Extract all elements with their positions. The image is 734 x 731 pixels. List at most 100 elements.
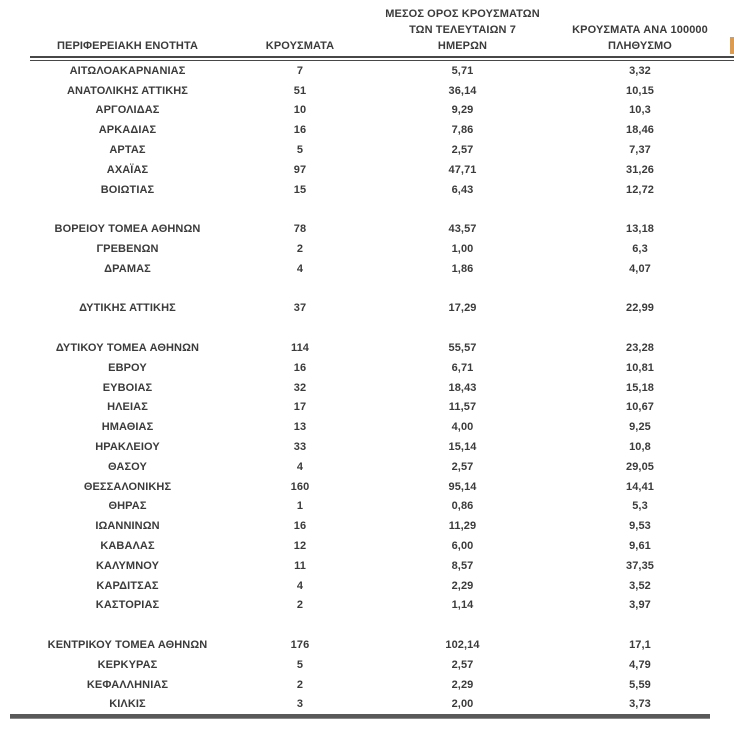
cell-region: ΚΑΡΔΙΤΣΑΣ [96, 579, 159, 592]
cell-avg7: 6,43 [451, 183, 474, 196]
cell-region: ΑΙΤΩΛΟΑΚΑΡΝΑΝΙΑΣ [69, 64, 186, 77]
table-row: ΘΕΣΣΑΛΟΝΙΚΗΣ 160 95,14 14,41 [30, 477, 734, 497]
cell-per100k: 3,97 [629, 599, 651, 612]
cell-avg7: 8,57 [451, 559, 474, 572]
table-row: ΒΟΡΕΙΟΥ ΤΟΜΕΑ ΑΘΗΝΩΝ 78 43,57 13,18 [30, 219, 734, 239]
cell-cases: 114 [290, 342, 310, 355]
cell-cases: 13 [293, 421, 307, 434]
table-row: ΑΧΑΪΑΣ 97 47,71 31,26 [30, 160, 734, 180]
table-row: ΔΥΤΙΚΟΥ ΤΟΜΕΑ ΑΘΗΝΩΝ 114 55,57 23,28 [30, 338, 734, 358]
cell-cases: 16 [293, 124, 307, 137]
table-row: ΗΜΑΘΙΑΣ 13 4,00 9,25 [30, 417, 734, 437]
cell-cases: 33 [293, 441, 307, 454]
cell-region: ΚΕΦΑΛΛΗΝΙΑΣ [86, 678, 169, 691]
cell-cases: 5 [296, 658, 304, 671]
cell-per100k: 7,37 [629, 144, 651, 157]
cell-cases: 16 [293, 520, 307, 533]
cell-region: ΗΡΑΚΛΕΙΟΥ [95, 441, 160, 454]
cell-cases: 4 [296, 579, 304, 592]
cell-region: ΑΡΤΑΣ [109, 144, 146, 157]
table-row: ΔΥΤΙΚΗΣ ΑΤΤΙΚΗΣ 37 17,29 22,99 [30, 299, 734, 319]
table-row: ΚΑΡΔΙΤΣΑΣ 4 2,29 3,52 [30, 576, 734, 596]
table-row: ΑΡΤΑΣ 5 2,57 7,37 [30, 140, 734, 160]
cell-per100k: 14,41 [625, 480, 655, 493]
cell-region: ΓΡΕΒΕΝΩΝ [96, 243, 159, 256]
cell-avg7: 43,57 [448, 223, 477, 236]
table-row: ΚΕΡΚΥΡΑΣ 5 2,57 4,79 [30, 655, 734, 675]
cell-avg7: 2,57 [451, 144, 474, 157]
cell-region: ΕΒΡΟΥ [108, 361, 147, 374]
cell-cases: 3 [296, 698, 304, 711]
cell-avg7: 9,29 [451, 104, 474, 117]
cell-avg7: 11,29 [448, 520, 477, 533]
cell-region: ΔΥΤΙΚΗΣ ΑΤΤΙΚΗΣ [79, 302, 176, 315]
column-header-cases: ΚΡΟΥΣΜΑΤΑ [265, 40, 335, 52]
table-row: ΚΑΒΑΛΑΣ 12 6,00 9,61 [30, 536, 734, 556]
cell-avg7: 2,57 [451, 658, 474, 671]
cell-region: ΕΥΒΟΙΑΣ [102, 381, 153, 394]
cell-cases: 10 [293, 104, 307, 117]
cell-cases: 32 [293, 381, 307, 394]
table-row: ΚΑΣΤΟΡΙΑΣ 2 1,14 3,97 [30, 596, 734, 616]
cell-avg7: 7,86 [451, 124, 474, 137]
table-bottom-rule [10, 714, 710, 720]
cell-region: ΔΡΑΜΑΣ [104, 262, 151, 275]
cell-cases: 7 [296, 64, 304, 77]
cell-region: ΑΡΚΑΔΙΑΣ [98, 124, 157, 137]
cell-cases: 78 [293, 223, 307, 236]
cell-region: ΑΝΑΤΟΛΙΚΗΣ ΑΤΤΙΚΗΣ [66, 84, 189, 97]
cell-per100k: 13,18 [625, 223, 655, 236]
column-header-region: ΠΕΡΙΦΕΡΕΙΑΚΗ ΕΝΟΤΗΤΑ [56, 40, 198, 52]
cell-per100k: 10,3 [629, 104, 651, 117]
cell-avg7: 2,57 [451, 460, 474, 473]
table-row: ΘΑΣΟΥ 4 2,57 29,05 [30, 457, 734, 477]
cell-per100k: 9,53 [629, 520, 651, 533]
cell-avg7: 6,00 [451, 540, 474, 553]
table-row: ΑΡΓΟΛΙΔΑΣ 10 9,29 10,3 [30, 101, 734, 121]
cell-cases: 37 [293, 302, 307, 315]
clipped-highlight-fragment [730, 37, 734, 54]
table-header-row: ΠΕΡΙΦΕΡΕΙΑΚΗ ΕΝΟΤΗΤΑ ΚΡΟΥΣΜΑΤΑ ΜΕΣΟΣ ΟΡΟ… [30, 0, 734, 54]
cell-region: ΚΕΡΚΥΡΑΣ [97, 658, 158, 671]
cell-avg7: 5,71 [451, 64, 474, 77]
cell-per100k: 12,72 [625, 183, 655, 196]
table-row: ΗΛΕΙΑΣ 17 11,57 10,67 [30, 398, 734, 418]
cell-per100k: 31,26 [625, 163, 655, 176]
cell-avg7: 17,29 [448, 302, 477, 315]
cell-per100k: 10,81 [625, 361, 655, 374]
cell-per100k: 5,59 [629, 678, 651, 691]
cell-per100k: 5,3 [632, 500, 648, 513]
cell-region: ΚΕΝΤΡΙΚΟΥ ΤΟΜΕΑ ΑΘΗΝΩΝ [47, 639, 208, 651]
table-row: ΓΡΕΒΕΝΩΝ 2 1,00 6,3 [30, 239, 734, 259]
cell-region: ΚΑΛΥΜΝΟΥ [95, 559, 160, 572]
cell-per100k: 3,32 [629, 64, 651, 77]
cell-per100k: 4,07 [629, 262, 651, 275]
table-row: ΔΡΑΜΑΣ 4 1,86 4,07 [30, 259, 734, 279]
cell-avg7: 1,00 [451, 243, 474, 256]
column-header-cases-per-100000: ΚΡΟΥΣΜΑΤΑ ΑΝΑ 100000 ΠΛΗΘΥΣΜΟ [572, 24, 708, 52]
cell-avg7: 95,14 [448, 480, 477, 493]
cell-avg7: 1,86 [451, 262, 474, 275]
table-row: ΒΟΙΩΤΙΑΣ 15 6,43 12,72 [30, 180, 734, 200]
cell-avg7: 15,14 [448, 441, 477, 454]
cell-region: ΑΡΓΟΛΙΔΑΣ [95, 104, 160, 117]
cell-avg7: 4,00 [451, 421, 474, 434]
table-row: ΚΑΛΥΜΝΟΥ 11 8,57 37,35 [30, 556, 734, 576]
cell-region: ΚΙΛΚΙΣ [109, 698, 146, 711]
cell-cases: 2 [296, 243, 304, 256]
cell-region: ΗΛΕΙΑΣ [107, 401, 148, 414]
cell-region: ΚΑΣΤΟΡΙΑΣ [95, 599, 160, 612]
table-row: ΕΥΒΟΙΑΣ 32 18,43 15,18 [30, 378, 734, 398]
cell-region: ΘΗΡΑΣ [108, 500, 147, 513]
cell-region: ΘΑΣΟΥ [108, 460, 147, 473]
cell-cases: 176 [290, 639, 310, 651]
table-row: ΗΡΑΚΛΕΙΟΥ 33 15,14 10,8 [30, 437, 734, 457]
cell-cases: 4 [296, 262, 304, 275]
cell-avg7: 6,71 [451, 361, 474, 374]
cell-region: ΑΧΑΪΑΣ [106, 163, 149, 176]
cell-per100k: 10,67 [625, 401, 655, 414]
table-row: ΚΕΦΑΛΛΗΝΙΑΣ 2 2,29 5,59 [30, 675, 734, 695]
table-row: ΚΕΝΤΡΙΚΟΥ ΤΟΜΕΑ ΑΘΗΝΩΝ 176 102,14 17,1 [30, 635, 734, 655]
cell-cases: 160 [290, 480, 310, 493]
